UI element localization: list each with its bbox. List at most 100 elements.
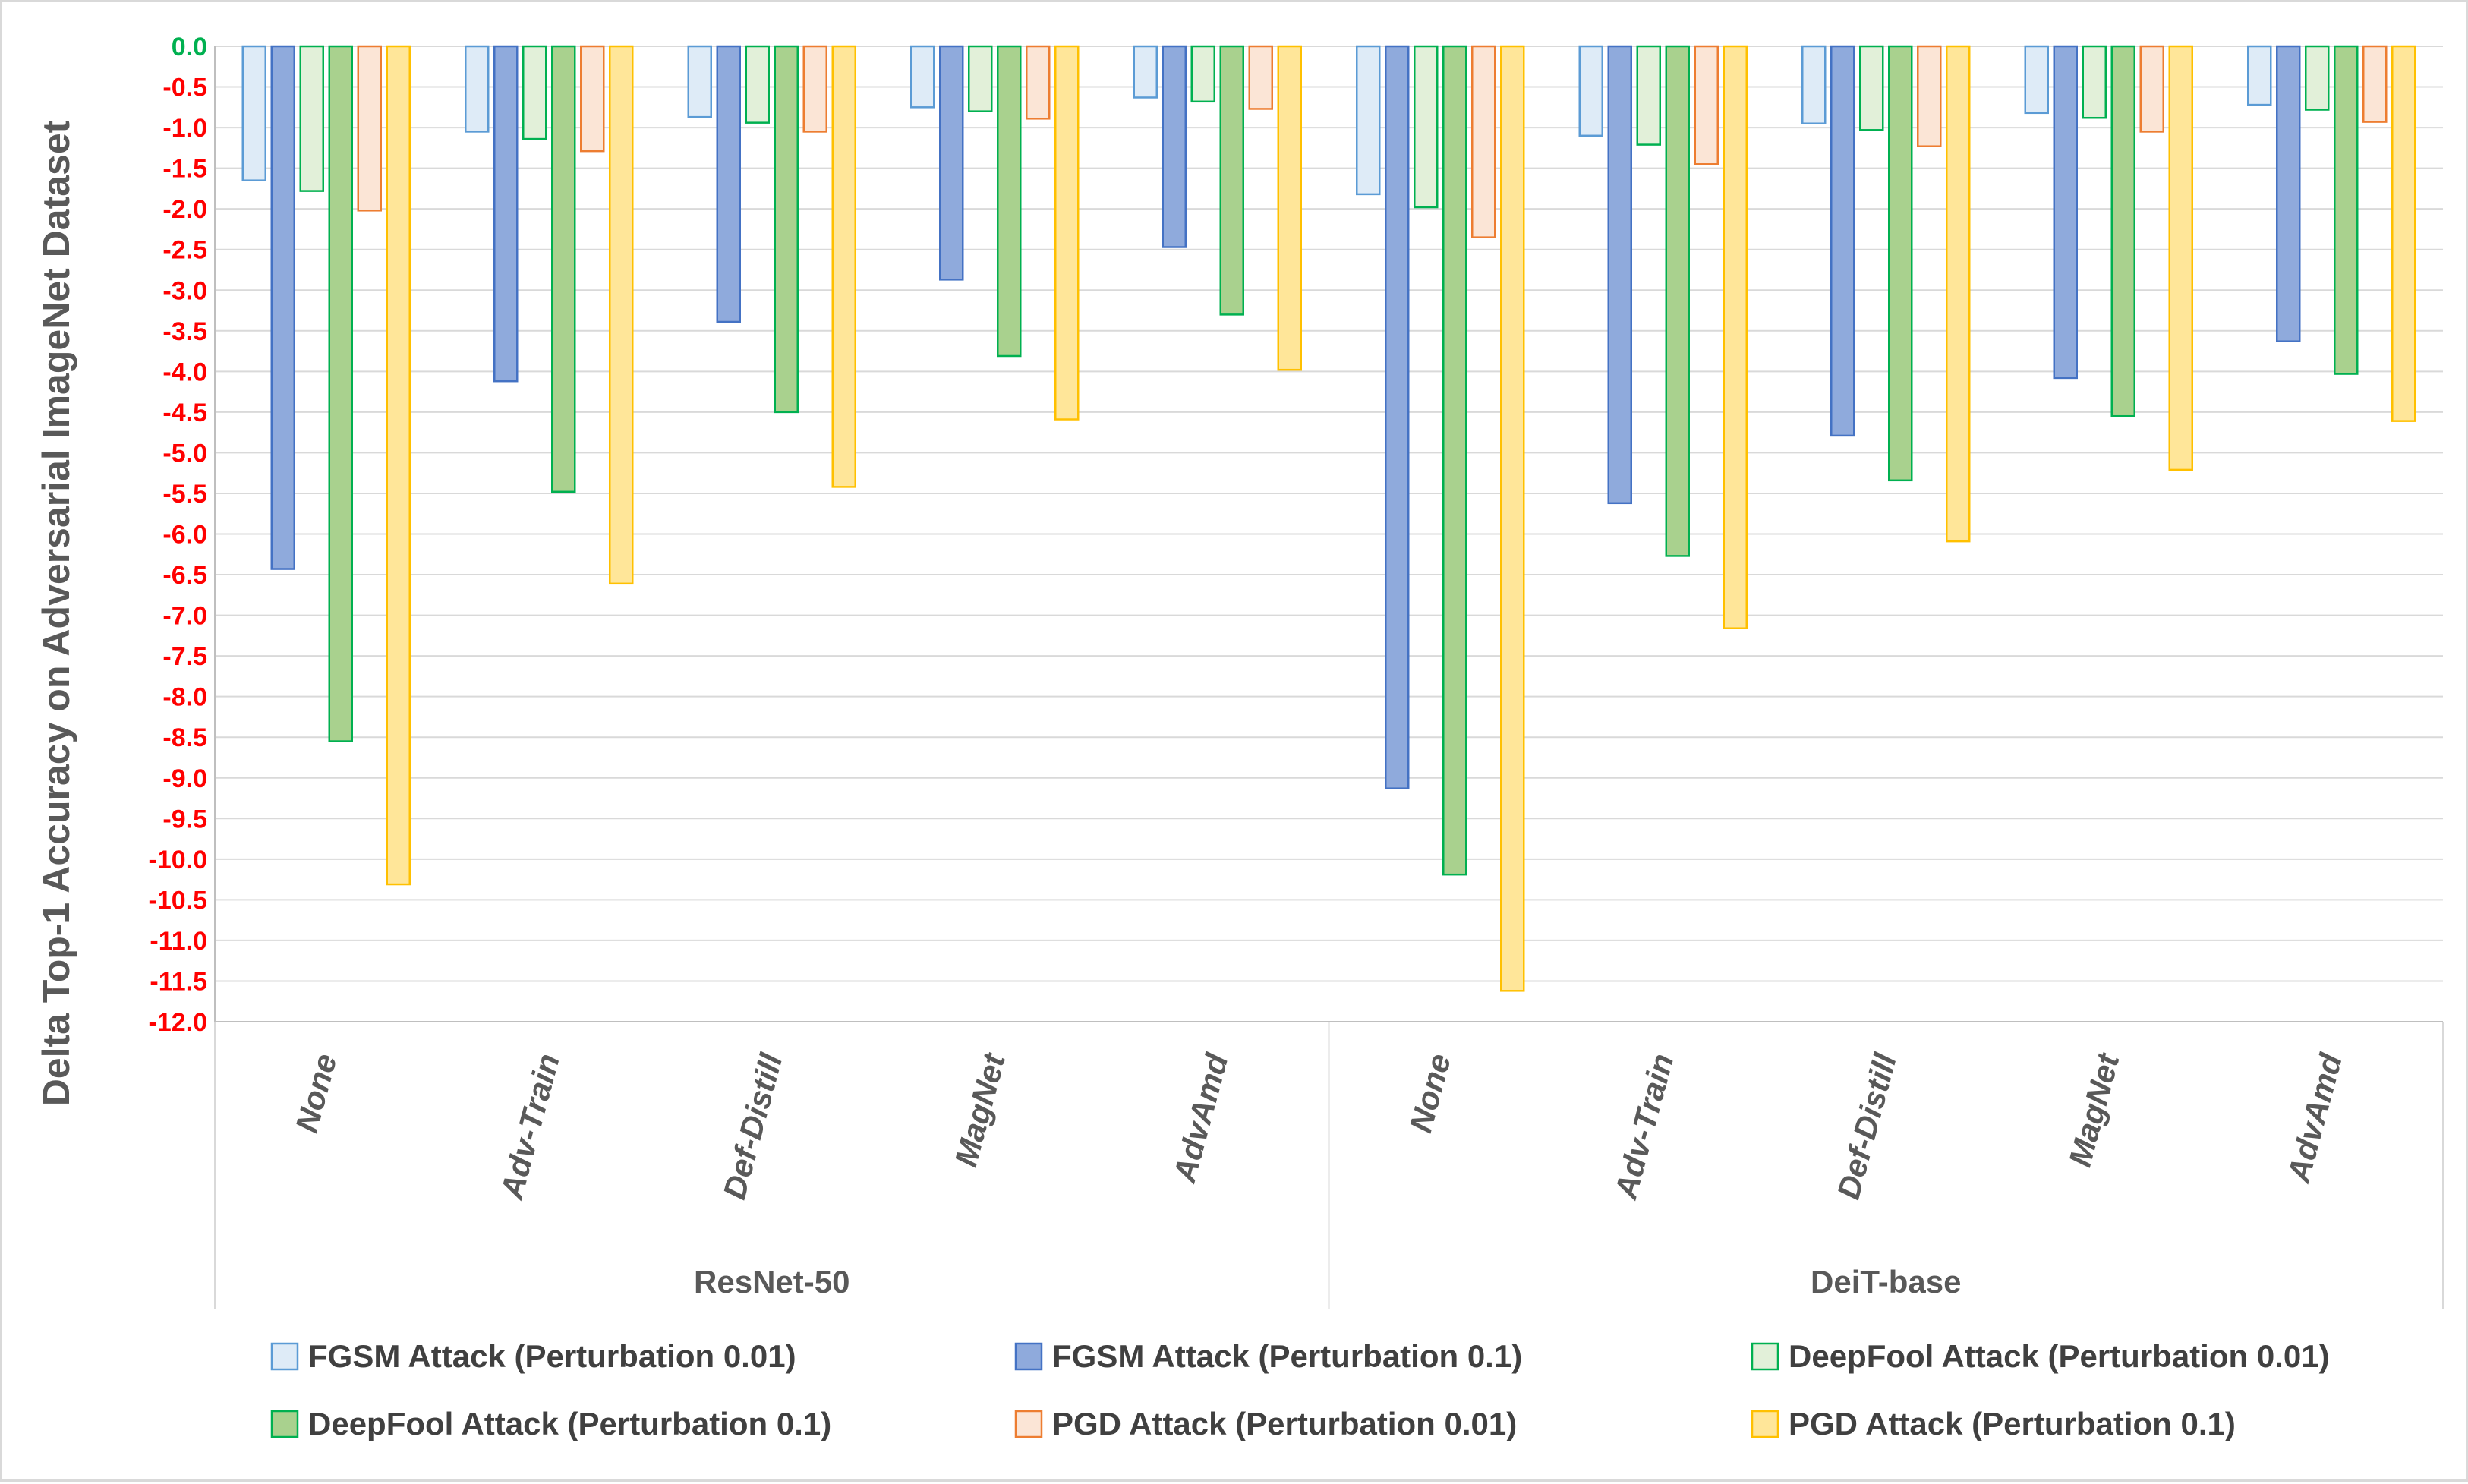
bar-fgsm-attack-perturbation-0-01-magnet [2024,45,2049,115]
x-tick-label: MagNet [947,1048,1012,1171]
bar-deepfool-attack-perturbation-0-01-magnet [2082,45,2107,119]
bar-pgd-attack-perturbation-0-01-magnet [2139,45,2164,133]
y-tick-label: -8.5 [162,723,207,752]
bar-fgsm-attack-perturbation-0-01-adv-train [1578,45,1603,137]
bar-pgd-attack-perturbation-0-1-def-distill [831,45,856,488]
legend-label: FGSM Attack (Perturbation 0.01) [308,1338,796,1374]
legend-item[interactable]: FGSM Attack (Perturbation 0.01) [270,1338,796,1374]
group-label-deit-base: DeiT-base [1811,1264,1961,1300]
x-tick-label: Def-Distill [716,1049,789,1203]
bar-pgd-attack-perturbation-0-01-def-distill [802,45,827,133]
x-tick-label: Adv-Train [1607,1050,1680,1203]
bar-fgsm-attack-perturbation-0-1-none [270,45,295,570]
legend-swatch [1014,1342,1043,1371]
y-tick-label: -11.0 [150,927,207,956]
y-tick-label: -10.0 [149,846,208,874]
bar-deepfool-attack-perturbation-0-1-adv-train [551,45,576,493]
y-tick-label: -5.5 [162,480,207,509]
bar-deepfool-attack-perturbation-0-1-magnet [997,45,1022,358]
bar-deepfool-attack-perturbation-0-01-adv-train [1636,45,1661,146]
bar-pgd-attack-perturbation-0-01-advamd [1248,45,1273,110]
y-tick-label: -3.5 [162,317,207,346]
x-tick-labels: None Adv-Train Def-Distill MagNet AdvAmd None… [288,1048,2349,1203]
legend-swatch [1751,1410,1779,1438]
bar-pgd-attack-perturbation-0-1-advamd [1277,45,1302,371]
legend-label: PGD Attack (Perturbation 0.01) [1052,1406,1517,1441]
y-tick-label: -12.0 [149,1008,208,1037]
bar-deepfool-attack-perturbation-0-01-none [1414,45,1439,209]
legend-label: DeepFool Attack (Perturbation 0.1) [308,1406,831,1441]
bar-fgsm-attack-perturbation-0-01-none [1356,45,1381,196]
bar-deepfool-attack-perturbation-0-1-def-distill [1888,45,1913,482]
bar-pgd-attack-perturbation-0-1-adv-train [609,45,634,585]
x-tick-label: None [288,1050,344,1136]
bar-fgsm-attack-perturbation-0-01-none [241,45,266,181]
legend-item[interactable]: FGSM Attack (Perturbation 0.1) [1014,1338,1522,1374]
legend-item[interactable]: PGD Attack (Perturbation 0.1) [1751,1406,2236,1441]
bar-pgd-attack-perturbation-0-01-magnet [1026,45,1051,120]
x-tick-label: None [1402,1050,1458,1136]
y-tick-label: -1.5 [162,155,207,184]
y-tick-label: -6.5 [162,561,207,590]
bar-fgsm-attack-perturbation-0-1-advamd [1162,45,1187,248]
legend-item[interactable]: DeepFool Attack (Perturbation 0.01) [1751,1338,2330,1374]
y-tick-label: -7.0 [162,602,207,631]
y-tick-label: -7.5 [162,642,207,671]
bar-fgsm-attack-perturbation-0-1-adv-train [1607,45,1632,505]
x-tick-label: AdvAmd [1166,1049,1235,1186]
x-tick-label: AdvAmd [2280,1049,2350,1186]
bar-fgsm-attack-perturbation-0-1-adv-train [493,45,519,383]
legend-item[interactable]: DeepFool Attack (Perturbation 0.1) [270,1406,831,1441]
y-tick-label: -6.0 [162,521,207,550]
bar-deepfool-attack-perturbation-0-1-none [1442,45,1467,876]
bar-deepfool-attack-perturbation-0-01-magnet [968,45,993,112]
bar-deepfool-attack-perturbation-0-01-adv-train [522,45,547,140]
bar-pgd-attack-perturbation-0-01-none [357,45,382,212]
bar-fgsm-attack-perturbation-0-01-adv-train [465,45,490,133]
y-tick-label: -1.0 [162,114,207,143]
group-label-resnet-50: ResNet-50 [694,1264,849,1300]
bar-fgsm-attack-perturbation-0-1-def-distill [716,45,741,323]
bar-deepfool-attack-perturbation-0-01-advamd [2305,45,2330,111]
bar-deepfool-attack-perturbation-0-01-advamd [1190,45,1215,103]
x-tick-label: MagNet [2062,1048,2126,1171]
y-tick-labels: 0.0 -0.5 -1.0 -1.5 -2.0 -2.5 -3.0 -3.5 -4.0 -4.5 -… [149,33,208,1037]
bar-deepfool-attack-perturbation-0-1-advamd [1219,45,1244,316]
y-tick-label: -10.5 [149,886,208,915]
legend-item[interactable]: PGD Attack (Perturbation 0.01) [1014,1406,1517,1441]
bar-fgsm-attack-perturbation-0-1-def-distill [1830,45,1855,437]
bar-pgd-attack-perturbation-0-01-adv-train [580,45,605,153]
bar-deepfool-attack-perturbation-0-1-magnet [2110,45,2135,417]
y-tick-label: 0.0 [172,33,207,61]
legend[interactable]: FGSM Attack (Perturbation 0.01) FGSM Atta… [270,1338,2330,1441]
bars [241,45,2416,992]
y-tick-label: -3.0 [162,276,207,305]
bar-pgd-attack-perturbation-0-01-advamd [2362,45,2388,123]
y-tick-label: -4.5 [162,399,207,427]
bar-fgsm-attack-perturbation-0-1-none [1385,45,1410,789]
x-tick-label: Def-Distill [1830,1049,1903,1203]
bar-deepfool-attack-perturbation-0-01-def-distill [1859,45,1884,131]
x-tick-label: Adv-Train [493,1050,566,1203]
y-tick-label: -11.5 [150,967,207,996]
y-tick-label: -5.0 [162,439,207,468]
bar-fgsm-attack-perturbation-0-01-magnet [910,45,935,109]
bar-pgd-attack-perturbation-0-1-none [1500,45,1525,992]
legend-label: PGD Attack (Perturbation 0.1) [1789,1406,2236,1441]
legend-swatch [1014,1410,1043,1438]
bar-deepfool-attack-perturbation-0-1-none [328,45,353,742]
bar-pgd-attack-perturbation-0-1-def-distill [1946,45,1971,543]
legend-label: DeepFool Attack (Perturbation 0.01) [1789,1338,2330,1374]
y-tick-label: -2.0 [162,195,207,224]
y-tick-label: -9.0 [162,764,207,793]
axes [214,46,2444,1309]
legend-swatch [1751,1342,1779,1371]
bar-fgsm-attack-perturbation-0-01-def-distill [687,45,712,118]
bar-fgsm-attack-perturbation-0-1-magnet [939,45,964,281]
y-tick-label: -9.5 [162,805,207,833]
bar-fgsm-attack-perturbation-0-1-magnet [2053,45,2078,380]
bar-fgsm-attack-perturbation-0-01-def-distill [1801,45,1827,124]
bar-fgsm-attack-perturbation-0-01-advamd [2247,45,2272,106]
